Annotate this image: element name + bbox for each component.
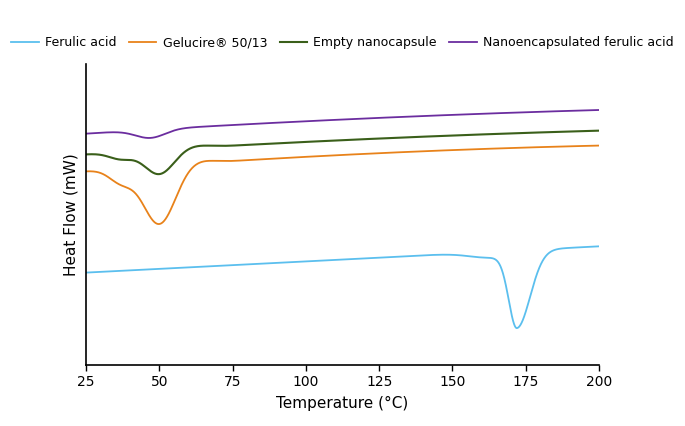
Ferulic acid xyxy=(140,267,149,272)
Empty nanocapsule xyxy=(585,128,593,133)
Gelucire® 50/13 xyxy=(279,155,287,161)
Gelucire® 50/13 xyxy=(595,143,603,148)
Gelucire® 50/13 xyxy=(140,204,149,210)
Ferulic acid xyxy=(171,265,179,271)
Ferulic acid xyxy=(595,244,603,249)
Empty nanocapsule xyxy=(595,128,603,133)
Y-axis label: Heat Flow (mW): Heat Flow (mW) xyxy=(64,153,79,276)
Ferulic acid xyxy=(301,259,309,264)
Empty nanocapsule xyxy=(301,139,309,144)
Line: Ferulic acid: Ferulic acid xyxy=(86,246,599,328)
Gelucire® 50/13 xyxy=(171,197,179,202)
Ferulic acid xyxy=(530,281,538,286)
Gelucire® 50/13 xyxy=(301,154,309,159)
Empty nanocapsule xyxy=(140,164,149,169)
Ferulic acid xyxy=(82,270,90,275)
Empty nanocapsule xyxy=(171,159,179,164)
Nanoencapsulated ferulic acid xyxy=(585,108,593,113)
Legend: Ferulic acid, Gelucire® 50/13, Empty nanocapsule, Nanoencapsulated ferulic acid: Ferulic acid, Gelucire® 50/13, Empty nan… xyxy=(6,32,679,55)
Empty nanocapsule xyxy=(82,152,90,157)
Line: Gelucire® 50/13: Gelucire® 50/13 xyxy=(86,146,599,224)
X-axis label: Temperature (°C): Temperature (°C) xyxy=(276,396,409,411)
Empty nanocapsule xyxy=(154,172,162,177)
Gelucire® 50/13 xyxy=(82,169,90,174)
Empty nanocapsule xyxy=(530,130,538,135)
Ferulic acid xyxy=(585,244,593,249)
Nanoencapsulated ferulic acid xyxy=(301,119,309,124)
Nanoencapsulated ferulic acid xyxy=(145,135,153,141)
Ferulic acid xyxy=(512,325,521,331)
Nanoencapsulated ferulic acid xyxy=(171,128,179,133)
Ferulic acid xyxy=(279,260,287,265)
Nanoencapsulated ferulic acid xyxy=(82,131,90,136)
Line: Empty nanocapsule: Empty nanocapsule xyxy=(86,131,599,174)
Empty nanocapsule xyxy=(279,141,287,146)
Nanoencapsulated ferulic acid xyxy=(140,135,149,140)
Gelucire® 50/13 xyxy=(530,145,538,150)
Gelucire® 50/13 xyxy=(585,143,593,148)
Gelucire® 50/13 xyxy=(155,222,163,227)
Nanoencapsulated ferulic acid xyxy=(595,107,603,112)
Line: Nanoencapsulated ferulic acid: Nanoencapsulated ferulic acid xyxy=(86,110,599,138)
Nanoencapsulated ferulic acid xyxy=(530,109,538,115)
Nanoencapsulated ferulic acid xyxy=(279,120,287,125)
